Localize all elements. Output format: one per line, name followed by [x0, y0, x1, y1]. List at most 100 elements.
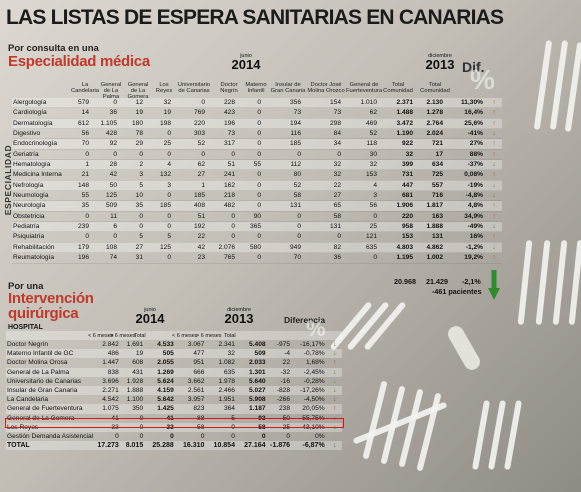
cell-value: 3.662	[187, 377, 205, 385]
trend-cell: ↑	[486, 169, 502, 181]
column-header: La Candelaria	[70, 82, 100, 95]
cell-value: 36	[304, 252, 344, 264]
trend-cell: ↑	[486, 149, 502, 161]
cell-value: 73	[208, 128, 238, 140]
section2-big-label-2: quirúrgica	[8, 305, 79, 322]
cell-value: 19,2%	[446, 252, 486, 264]
section2-dif-label: Diferencia	[284, 315, 326, 325]
hospital-name: Gestión Demanda Asistencial	[7, 433, 94, 441]
cell-value: 162	[208, 180, 238, 192]
section2-hospital-label: HOSPITAL	[8, 324, 43, 331]
table-row: Psiquiatría 0 0 5 5 22 0 0 0 0 121 153 131 16% ↑	[12, 231, 502, 243]
cell-value: 131	[416, 231, 446, 243]
cell-value: 0	[146, 211, 174, 223]
cell-value: 36	[92, 107, 120, 119]
up-arrow-icon: ↑	[492, 171, 496, 179]
cell-value: 838	[95, 367, 122, 377]
specialty-name: Pediatría	[12, 221, 70, 233]
cell-value: 29	[120, 138, 146, 150]
cell-value: 0	[70, 211, 92, 223]
cell-value: 4.159	[146, 386, 177, 396]
cell-value: -19%	[446, 180, 486, 192]
cell-value: 20,05%	[293, 404, 328, 414]
cell-value: 1.817	[416, 200, 446, 212]
cell-value: 2.764	[416, 118, 446, 130]
cell-value: 608	[132, 359, 144, 367]
cell-value: 509	[237, 349, 269, 359]
total-row: TOTAL 17.273 8.015 25.288 16.310 10.854 27.164…	[6, 441, 342, 451]
cell-value: 62	[174, 159, 208, 171]
cell-value: 19	[146, 107, 174, 119]
cell-value: 958	[380, 221, 416, 233]
cell-value: 228	[208, 98, 238, 109]
cell-value: 55	[238, 159, 264, 171]
cell-value: 1.447	[102, 359, 119, 367]
cell-value: 11,30%	[446, 98, 486, 109]
specialty-name: Geriatría	[12, 149, 70, 161]
cell-value: 1.888	[121, 386, 147, 396]
cell-value: 1.082	[218, 359, 235, 367]
cell-value: 949	[264, 242, 304, 254]
specialty-name: Psiquiatría	[12, 231, 70, 243]
table-row: Gestión Demanda Asistencial 0 0 0 0 0 0 0 0%	[6, 432, 342, 441]
down-arrow-icon: ↓	[333, 442, 337, 450]
cell-value: -1,2%	[446, 242, 486, 254]
specialty-name: Neumología	[12, 190, 70, 202]
cell-value: -4	[268, 349, 294, 359]
cell-value: 185	[174, 190, 208, 202]
cell-value: 4.862	[416, 242, 446, 254]
up-arrow-icon: ↑	[492, 212, 496, 220]
column-header: General de La Gomera	[127, 82, 149, 101]
cell-value: 132	[146, 169, 174, 181]
cell-value: 2	[120, 159, 146, 171]
down-arrow-icon: ↓	[492, 192, 496, 200]
table-row: Insular de Gran Canaria 2.271 1.888 4.159 2.…	[6, 386, 342, 396]
cell-value: 17.273	[95, 441, 122, 451]
cell-value: 196	[208, 118, 238, 130]
cell-value: 2.076	[208, 242, 238, 254]
cell-value: 482	[208, 200, 238, 212]
cell-value: 2.371	[380, 98, 416, 109]
subcolumn-header: Total	[134, 333, 146, 339]
hospital-name: TOTAL	[6, 441, 96, 451]
cell-value: 0	[304, 149, 344, 161]
section2-year-2013: diciembre 2013	[224, 307, 254, 326]
cell-value: 58	[264, 190, 304, 202]
chalk-piece	[445, 323, 483, 373]
table-row: General de Fuerteventura 1.075 350 1.425 823…	[6, 404, 342, 414]
trend-cell	[328, 432, 342, 441]
cell-value: 408	[174, 200, 208, 212]
trend-cell: ↑	[486, 98, 502, 109]
trend-cell: ↑	[486, 231, 502, 243]
cell-value: 1.100	[126, 396, 144, 404]
cell-value: 1.010	[344, 98, 380, 109]
table-row: Cardiología 14 36 19 19 769 423 0 73 73 62 1.488 1.2…	[12, 107, 502, 119]
cell-value: 423	[208, 107, 238, 119]
cell-value: 580	[238, 242, 264, 254]
cell-value: 1.928	[126, 377, 144, 385]
cell-value: 4,8%	[446, 200, 486, 212]
down-arrow-icon: ↓	[333, 368, 337, 376]
chalk-tally-mark	[517, 239, 533, 326]
cell-value: 16%	[446, 231, 486, 243]
section1-small-label: Por consulta en una	[8, 43, 99, 54]
cell-value: 5.408	[249, 341, 266, 348]
cell-value: 2.130	[416, 98, 446, 109]
specialty-name: Reumatología	[12, 252, 70, 264]
cell-value: 21	[70, 169, 92, 181]
cell-value: -4,50%	[303, 396, 325, 404]
cell-value: 42	[92, 169, 120, 181]
cell-value: 2.271	[95, 386, 122, 396]
cell-value: 17	[416, 149, 446, 161]
subcolumn-header: < 6 meses	[172, 333, 198, 339]
cell-value: 90	[238, 211, 264, 223]
cell-value: 477	[176, 349, 208, 359]
cell-value: 192	[174, 221, 208, 233]
cell-value: 1	[70, 159, 92, 171]
cell-value: 0	[238, 107, 264, 119]
cell-value: 220	[174, 118, 208, 130]
trend-cell: ↑	[486, 138, 502, 150]
cell-value: 131	[264, 200, 304, 212]
cell-value: 27	[174, 169, 208, 181]
highlight-box	[5, 418, 344, 428]
